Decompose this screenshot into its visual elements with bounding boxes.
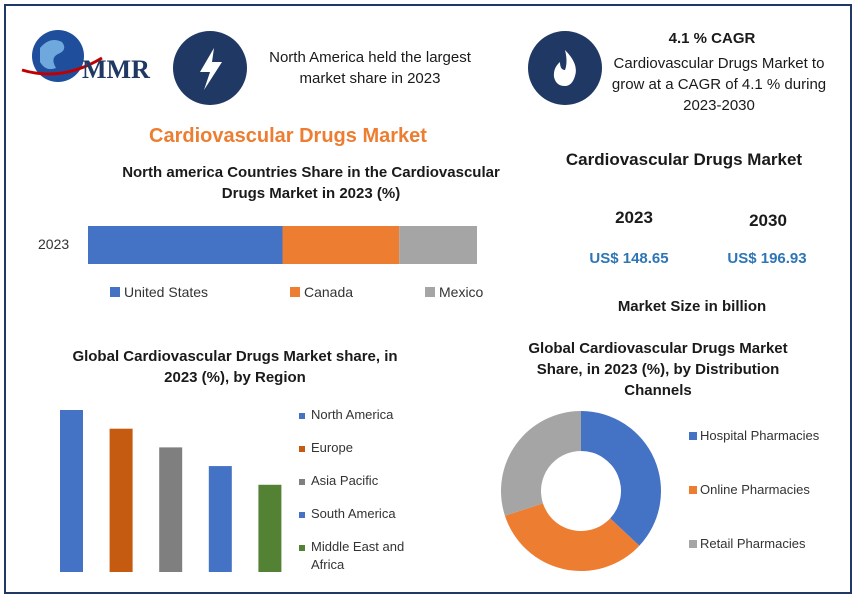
logo-globe [21, 30, 103, 82]
legend-swatch [299, 545, 305, 551]
bar [159, 447, 183, 572]
chart-title: North america Countries Share in the Car… [122, 164, 500, 202]
legend-swatch [299, 413, 305, 419]
bar-segment [282, 226, 400, 264]
flame-icon [528, 31, 602, 105]
legend-label: Asia Pacific [311, 473, 379, 488]
legend-label: South America [311, 506, 396, 521]
year: 2030 [749, 211, 787, 230]
legend-label: Online Pharmacies [700, 482, 810, 497]
legend-label: North America [311, 407, 394, 422]
legend-swatch [425, 287, 435, 297]
legend-swatch [299, 446, 305, 452]
market-size-title: Cardiovascular Drugs Market [565, 150, 803, 169]
legend-swatch [299, 479, 305, 485]
legend-label: United States [124, 284, 209, 300]
highlight-title: 4.1 % CAGR [668, 30, 756, 47]
frame [4, 4, 852, 594]
legend-swatch [290, 287, 300, 297]
legend-label: Canada [304, 284, 354, 300]
legend-swatch [299, 512, 305, 518]
y-tick-label: 2023 [38, 236, 70, 252]
legend-label: Retail Pharmacies [700, 536, 806, 551]
donut-slice [504, 503, 640, 572]
highlight-text: Cardiovascular Drugs Market to grow at a… [611, 55, 827, 114]
bar-segment [88, 226, 283, 264]
donut-slice [500, 411, 581, 516]
legend-label: Mexico [439, 284, 484, 300]
market-size-note: Market Size in billion [617, 298, 767, 315]
bar [109, 428, 133, 572]
legend-swatch [689, 486, 697, 494]
legend-label: Europe [311, 440, 353, 455]
lightning-icon [173, 31, 247, 105]
legend-label: Hospital Pharmacies [700, 428, 820, 443]
chart-title: Global Cardiovascular Drugs Market share… [72, 348, 398, 386]
legend-swatch [689, 540, 697, 548]
legend-swatch [689, 432, 697, 440]
market-value: US$ 196.93 [727, 250, 807, 267]
year: 2023 [615, 208, 653, 227]
logo-text: MMR [82, 55, 150, 84]
legend-swatch [110, 287, 120, 297]
bar-segment [399, 226, 477, 264]
main-title: Cardiovascular Drugs Market [149, 125, 427, 147]
highlight-text: North America held the largest market sh… [269, 49, 471, 87]
donut-slice [581, 411, 662, 546]
market-value: US$ 148.65 [589, 250, 669, 267]
legend-label: Middle East and Africa [311, 539, 405, 572]
bar [208, 466, 232, 572]
bar [60, 410, 83, 572]
bar [258, 484, 282, 572]
chart-title: Global Cardiovascular Drugs Market Share… [528, 340, 788, 399]
